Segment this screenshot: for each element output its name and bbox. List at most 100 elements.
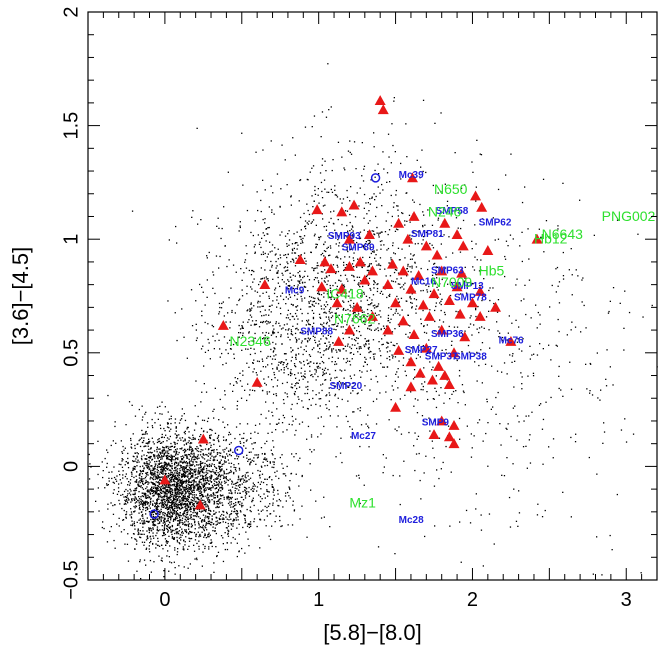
background-point bbox=[208, 499, 211, 501]
background-point bbox=[135, 489, 137, 491]
background-point bbox=[146, 530, 148, 532]
background-point bbox=[190, 468, 192, 470]
background-point bbox=[257, 209, 259, 212]
background-point bbox=[321, 324, 323, 326]
background-point bbox=[182, 492, 184, 495]
background-point bbox=[278, 505, 280, 507]
background-point bbox=[155, 486, 157, 488]
background-point bbox=[156, 526, 159, 528]
background-point bbox=[271, 466, 273, 468]
background-point bbox=[189, 469, 191, 472]
background-point bbox=[131, 537, 133, 539]
background-point bbox=[321, 164, 323, 166]
background-point bbox=[342, 285, 344, 287]
background-point bbox=[309, 365, 311, 368]
background-point bbox=[204, 533, 206, 535]
background-point bbox=[193, 452, 195, 454]
background-point bbox=[175, 437, 177, 439]
background-point bbox=[191, 464, 193, 467]
background-point bbox=[166, 492, 168, 495]
background-point bbox=[149, 455, 151, 458]
background-point bbox=[134, 492, 136, 494]
background-point bbox=[231, 492, 233, 495]
background-point bbox=[196, 489, 198, 491]
background-point bbox=[139, 530, 141, 532]
background-point bbox=[353, 382, 355, 384]
background-point bbox=[301, 300, 303, 302]
background-point bbox=[187, 498, 189, 500]
background-point bbox=[328, 341, 330, 343]
background-point bbox=[185, 487, 187, 489]
background-point bbox=[227, 532, 229, 534]
background-point bbox=[144, 492, 146, 494]
background-point bbox=[150, 515, 153, 517]
background-point bbox=[226, 511, 228, 513]
background-point bbox=[191, 491, 194, 493]
background-point bbox=[313, 115, 316, 117]
background-point bbox=[223, 463, 225, 465]
background-point bbox=[213, 449, 215, 451]
background-point bbox=[228, 431, 230, 434]
background-point bbox=[162, 466, 165, 469]
background-point bbox=[191, 501, 193, 504]
background-point bbox=[135, 497, 137, 499]
background-point bbox=[222, 474, 224, 476]
background-point bbox=[142, 470, 145, 472]
background-point bbox=[156, 509, 158, 511]
background-point bbox=[223, 496, 225, 498]
background-point bbox=[318, 392, 320, 394]
background-point bbox=[225, 447, 228, 449]
background-point bbox=[200, 481, 202, 484]
background-point bbox=[212, 410, 214, 412]
background-point bbox=[350, 392, 352, 394]
background-point bbox=[406, 156, 408, 158]
background-point bbox=[223, 480, 226, 482]
background-point bbox=[242, 321, 244, 323]
background-point bbox=[480, 349, 482, 351]
background-point bbox=[153, 511, 156, 513]
background-point bbox=[213, 451, 215, 453]
background-point bbox=[206, 279, 208, 281]
background-point bbox=[175, 478, 178, 480]
background-point bbox=[239, 510, 242, 512]
background-point bbox=[180, 466, 183, 469]
background-point bbox=[141, 429, 143, 432]
background-point bbox=[294, 393, 296, 396]
background-point bbox=[317, 417, 319, 419]
background-point bbox=[218, 267, 220, 269]
background-point bbox=[107, 503, 109, 505]
background-point bbox=[176, 442, 178, 445]
background-point bbox=[232, 523, 234, 525]
background-point bbox=[310, 222, 312, 224]
background-point bbox=[194, 515, 196, 517]
background-point bbox=[356, 316, 358, 318]
background-point bbox=[171, 507, 173, 509]
background-point bbox=[335, 272, 337, 275]
background-point bbox=[143, 494, 145, 496]
background-point bbox=[154, 505, 156, 508]
background-point bbox=[196, 461, 198, 463]
background-point bbox=[290, 333, 292, 335]
background-point bbox=[259, 500, 262, 503]
background-point bbox=[334, 185, 336, 187]
background-point bbox=[226, 265, 228, 268]
background-point bbox=[276, 366, 278, 368]
background-point bbox=[148, 545, 150, 547]
background-point bbox=[184, 521, 186, 523]
background-point bbox=[323, 280, 325, 282]
background-point bbox=[307, 319, 310, 321]
background-point bbox=[259, 483, 261, 485]
background-point bbox=[395, 310, 397, 312]
background-point bbox=[192, 484, 195, 486]
background-point bbox=[228, 462, 230, 464]
background-point bbox=[185, 531, 188, 533]
background-point bbox=[187, 506, 190, 508]
background-point bbox=[329, 296, 331, 299]
background-point bbox=[366, 370, 368, 372]
background-point bbox=[395, 373, 397, 375]
background-point bbox=[218, 522, 221, 524]
background-point bbox=[185, 504, 187, 506]
background-point bbox=[156, 474, 158, 476]
background-point bbox=[221, 513, 223, 516]
background-point bbox=[323, 425, 325, 428]
